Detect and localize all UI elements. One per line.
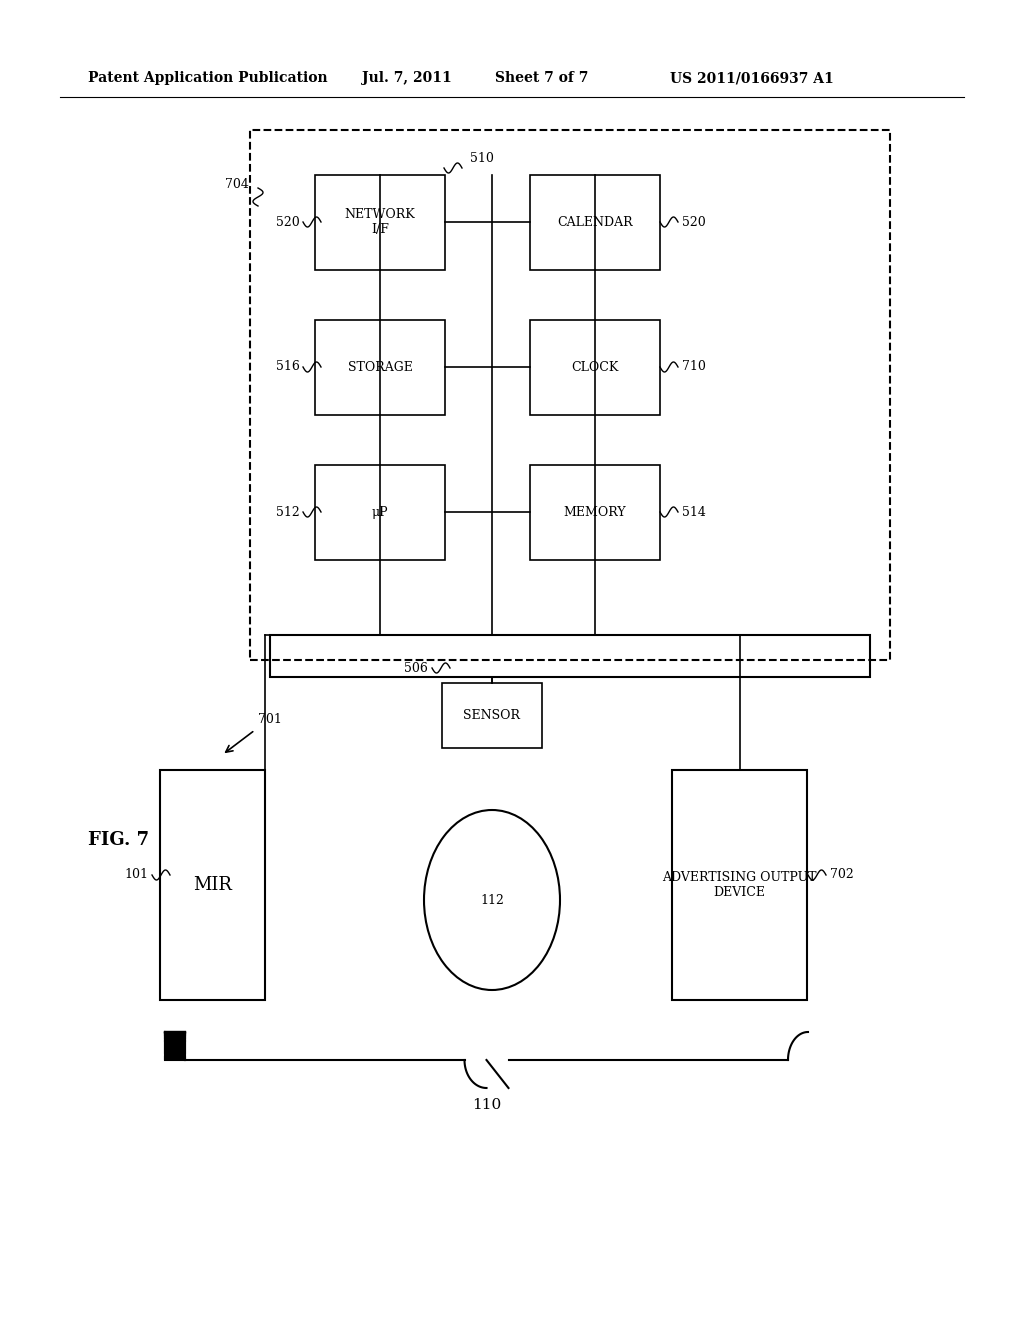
Bar: [530, 465, 660, 560]
Bar: [442, 682, 542, 748]
Text: 516: 516: [276, 360, 300, 374]
Bar: [672, 770, 807, 1001]
Text: 710: 710: [682, 360, 706, 374]
Bar: [315, 319, 445, 414]
Text: 506: 506: [404, 661, 428, 675]
Ellipse shape: [424, 810, 560, 990]
Bar: [315, 465, 445, 560]
Text: 520: 520: [276, 215, 300, 228]
Text: 514: 514: [682, 506, 706, 519]
Text: FIG. 7: FIG. 7: [88, 832, 150, 849]
Bar: [530, 176, 660, 271]
Bar: [315, 176, 445, 271]
Text: 112: 112: [480, 894, 504, 907]
Text: 510: 510: [470, 152, 494, 165]
Text: 701: 701: [258, 713, 282, 726]
Text: 110: 110: [472, 1098, 502, 1111]
Text: 520: 520: [682, 215, 706, 228]
Text: ADVERTISING OUTPUT
DEVICE: ADVERTISING OUTPUT DEVICE: [663, 871, 817, 899]
Text: Sheet 7 of 7: Sheet 7 of 7: [495, 71, 589, 84]
Text: MIR: MIR: [194, 876, 232, 894]
Text: 704: 704: [225, 178, 249, 191]
Bar: [160, 770, 265, 1001]
Text: NETWORK
I/F: NETWORK I/F: [345, 209, 416, 236]
Text: MEMORY: MEMORY: [563, 506, 627, 519]
Text: CALENDAR: CALENDAR: [557, 216, 633, 228]
Text: Patent Application Publication: Patent Application Publication: [88, 71, 328, 84]
Text: 512: 512: [276, 506, 300, 519]
Text: Jul. 7, 2011: Jul. 7, 2011: [362, 71, 452, 84]
Bar: [270, 635, 870, 677]
Bar: [530, 319, 660, 414]
Text: μP: μP: [372, 506, 388, 519]
Text: 101: 101: [124, 869, 148, 882]
Text: US 2011/0166937 A1: US 2011/0166937 A1: [670, 71, 834, 84]
Text: CLOCK: CLOCK: [571, 360, 618, 374]
Text: 702: 702: [830, 869, 854, 882]
Text: STORAGE: STORAGE: [347, 360, 413, 374]
Text: SENSOR: SENSOR: [464, 709, 520, 722]
Bar: [250, 129, 890, 660]
